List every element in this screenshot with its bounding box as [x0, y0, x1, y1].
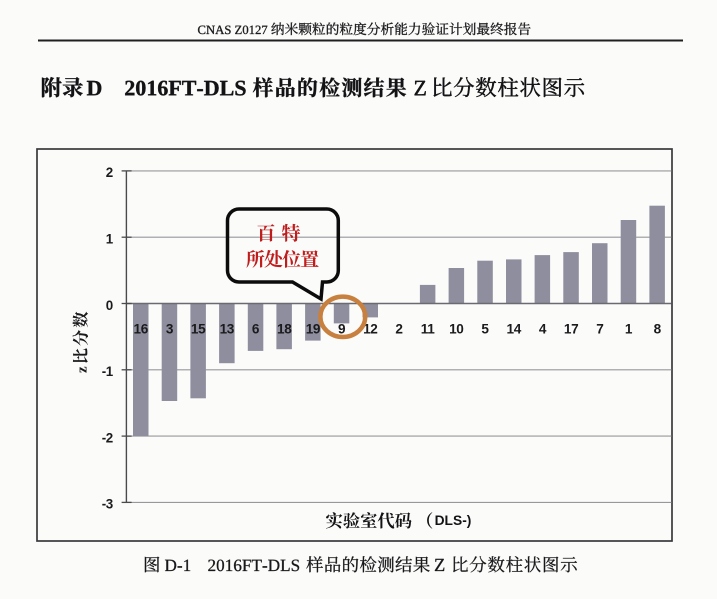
svg-text:17: 17 [564, 322, 578, 337]
svg-text:19: 19 [306, 322, 321, 337]
svg-text:-3: -3 [102, 497, 113, 512]
svg-text:2: 2 [395, 322, 403, 337]
svg-text:15: 15 [191, 322, 206, 337]
svg-text:4: 4 [539, 322, 547, 337]
svg-text:8: 8 [654, 322, 662, 337]
svg-text:13: 13 [220, 322, 235, 337]
svg-text:11: 11 [421, 322, 435, 337]
svg-text:10: 10 [449, 322, 463, 337]
svg-text:1: 1 [625, 322, 633, 337]
svg-text:-2: -2 [102, 430, 113, 445]
svg-text:3: 3 [166, 322, 174, 337]
svg-text:9: 9 [338, 322, 346, 337]
svg-text:2: 2 [106, 165, 113, 180]
svg-text:7: 7 [596, 322, 603, 337]
svg-text:16: 16 [134, 322, 149, 337]
svg-text:0: 0 [106, 298, 113, 313]
svg-text:DLS-): DLS-) [435, 513, 472, 528]
svg-text:14: 14 [507, 322, 522, 337]
svg-text:5: 5 [481, 322, 489, 337]
svg-text:18: 18 [277, 322, 292, 337]
svg-text:1: 1 [106, 232, 114, 247]
svg-text:-1: -1 [102, 364, 114, 379]
svg-text:12: 12 [363, 322, 378, 337]
svg-text:6: 6 [252, 322, 260, 337]
